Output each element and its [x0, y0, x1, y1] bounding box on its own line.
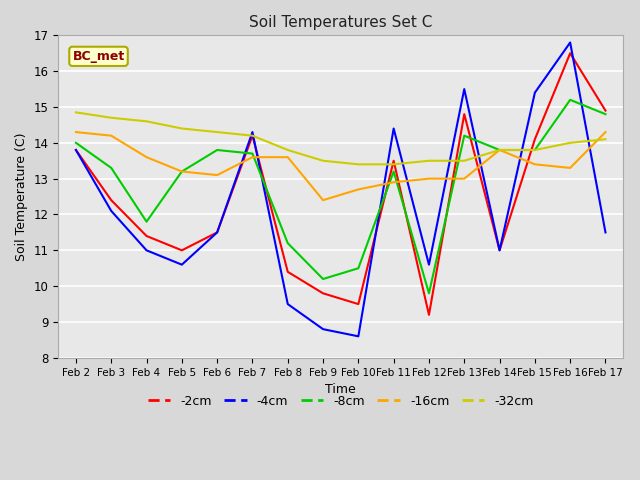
-8cm [213, 147, 221, 153]
-2cm [72, 147, 80, 153]
-32cm [213, 129, 221, 135]
-32cm [355, 161, 362, 167]
-32cm [143, 119, 150, 124]
-16cm [460, 176, 468, 181]
Y-axis label: Soil Temperature (C): Soil Temperature (C) [15, 132, 28, 261]
-4cm [425, 262, 433, 267]
-32cm [178, 126, 186, 132]
-4cm [496, 248, 504, 253]
-32cm [496, 147, 504, 153]
-2cm [425, 312, 433, 318]
-16cm [566, 165, 574, 171]
-16cm [496, 147, 504, 153]
-16cm [425, 176, 433, 181]
-16cm [143, 154, 150, 160]
-8cm [390, 168, 397, 174]
-2cm [213, 229, 221, 235]
-4cm [248, 129, 256, 135]
-32cm [284, 147, 292, 153]
Line: -4cm: -4cm [76, 43, 605, 336]
-8cm [425, 290, 433, 296]
Line: -2cm: -2cm [76, 53, 605, 315]
-8cm [460, 133, 468, 139]
-16cm [390, 180, 397, 185]
-16cm [178, 168, 186, 174]
-4cm [460, 86, 468, 92]
-8cm [496, 147, 504, 153]
-2cm [178, 248, 186, 253]
-32cm [602, 136, 609, 142]
-4cm [566, 40, 574, 46]
Text: BC_met: BC_met [72, 50, 125, 63]
-8cm [284, 240, 292, 246]
-32cm [319, 158, 327, 164]
-4cm [178, 262, 186, 267]
-2cm [143, 233, 150, 239]
-2cm [602, 108, 609, 113]
Line: -8cm: -8cm [76, 100, 605, 293]
-8cm [108, 165, 115, 171]
-8cm [248, 151, 256, 156]
-16cm [602, 129, 609, 135]
-4cm [390, 126, 397, 132]
Legend: -2cm, -4cm, -8cm, -16cm, -32cm: -2cm, -4cm, -8cm, -16cm, -32cm [143, 390, 539, 413]
-4cm [602, 229, 609, 235]
-16cm [108, 133, 115, 139]
-2cm [460, 111, 468, 117]
-32cm [566, 140, 574, 146]
-4cm [319, 326, 327, 332]
-16cm [72, 129, 80, 135]
-2cm [496, 248, 504, 253]
-2cm [355, 301, 362, 307]
-4cm [72, 147, 80, 153]
-16cm [531, 161, 539, 167]
Line: -16cm: -16cm [76, 132, 605, 200]
-8cm [72, 140, 80, 146]
-32cm [460, 158, 468, 164]
-16cm [319, 197, 327, 203]
-8cm [319, 276, 327, 282]
X-axis label: Time: Time [325, 383, 356, 396]
-4cm [143, 248, 150, 253]
-4cm [284, 301, 292, 307]
-2cm [319, 290, 327, 296]
-2cm [390, 158, 397, 164]
-32cm [425, 158, 433, 164]
-32cm [390, 161, 397, 167]
-4cm [213, 229, 221, 235]
-2cm [284, 269, 292, 275]
-8cm [355, 265, 362, 271]
-16cm [355, 187, 362, 192]
-32cm [248, 133, 256, 139]
-8cm [143, 219, 150, 225]
-2cm [248, 133, 256, 139]
-4cm [355, 334, 362, 339]
-4cm [531, 90, 539, 96]
-8cm [531, 147, 539, 153]
-8cm [566, 97, 574, 103]
-2cm [108, 197, 115, 203]
-32cm [531, 147, 539, 153]
Title: Soil Temperatures Set C: Soil Temperatures Set C [249, 15, 433, 30]
-16cm [213, 172, 221, 178]
-4cm [108, 208, 115, 214]
-32cm [108, 115, 115, 120]
-8cm [178, 168, 186, 174]
-16cm [248, 154, 256, 160]
-8cm [602, 111, 609, 117]
-16cm [284, 154, 292, 160]
-2cm [566, 50, 574, 56]
-2cm [531, 136, 539, 142]
-32cm [72, 109, 80, 115]
Line: -32cm: -32cm [76, 112, 605, 164]
